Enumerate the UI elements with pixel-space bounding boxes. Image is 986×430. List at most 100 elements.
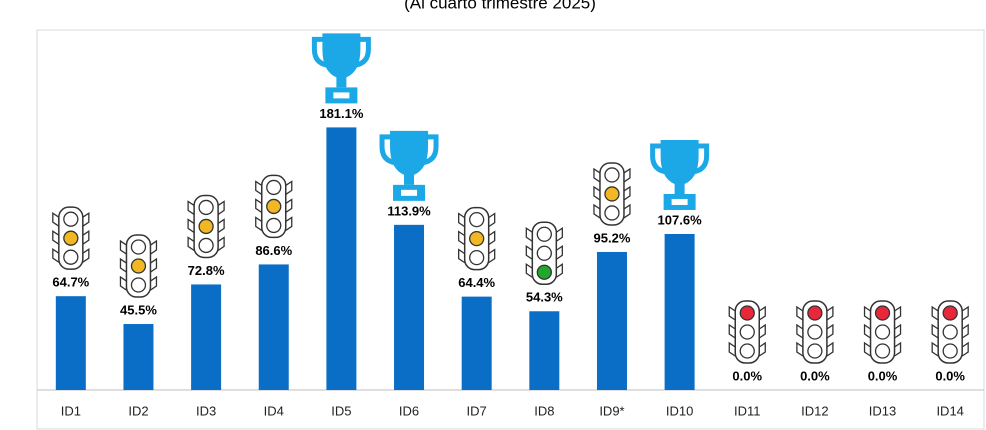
traffic-light-icon — [593, 162, 631, 226]
x-tick-label: ID12 — [801, 403, 828, 418]
light-off — [63, 249, 79, 265]
light-visor — [458, 248, 496, 264]
light-off — [130, 239, 147, 255]
light-visor — [728, 341, 766, 357]
light-off — [198, 237, 214, 254]
value-label: 45.5% — [120, 302, 157, 317]
bar — [394, 224, 425, 390]
value-label: 54.3% — [526, 290, 563, 305]
light-visor — [255, 198, 293, 213]
x-tick-label: ID3 — [196, 403, 216, 418]
light-on — [739, 305, 755, 321]
light-on — [942, 305, 958, 321]
light-visor — [863, 323, 902, 339]
light-visor — [52, 229, 90, 245]
x-tick-label: ID13 — [869, 403, 896, 418]
value-label: 95.2% — [594, 230, 631, 245]
light-visor — [728, 323, 766, 339]
light-off — [469, 249, 485, 266]
light-visor — [119, 275, 158, 291]
light-off — [266, 179, 282, 196]
value-label: 181.1% — [319, 106, 364, 121]
value-label: 107.6% — [658, 212, 703, 227]
x-tick-label: ID14 — [936, 403, 963, 418]
bar — [461, 296, 492, 390]
light-off — [807, 324, 823, 340]
light-off — [942, 324, 958, 340]
light-visor — [931, 323, 969, 339]
x-tick-label: ID9* — [599, 403, 624, 418]
value-label: 0.0% — [800, 368, 830, 383]
light-off — [266, 217, 282, 234]
trophy-plate — [671, 198, 688, 205]
light-visor — [187, 236, 225, 251]
traffic-light-icon — [187, 194, 225, 259]
light-visor — [796, 305, 834, 321]
light-on — [874, 305, 891, 321]
bar — [123, 324, 154, 390]
light-visor — [187, 200, 225, 215]
bar — [326, 127, 357, 390]
light-off — [536, 226, 552, 242]
bar — [55, 296, 86, 390]
light-visor — [931, 305, 969, 321]
value-label: 0.0% — [868, 368, 898, 383]
light-visor — [458, 230, 496, 246]
light-visor — [593, 203, 631, 219]
value-label: 86.6% — [255, 243, 292, 258]
value-label: 0.0% — [935, 368, 965, 383]
x-tick-label: ID4 — [264, 403, 284, 418]
light-visor — [119, 257, 158, 273]
traffic-light-icon — [458, 206, 496, 271]
x-tick-label: ID5 — [331, 403, 351, 418]
trophy-plate — [401, 189, 418, 196]
light-off — [536, 245, 552, 261]
traffic-light-icon — [525, 221, 563, 286]
bar — [191, 284, 222, 390]
x-tick-label: ID7 — [467, 403, 487, 418]
x-tick-label: ID2 — [128, 403, 148, 418]
light-visor — [931, 341, 969, 357]
light-off — [739, 324, 755, 340]
light-off — [942, 343, 958, 359]
value-label: 64.4% — [458, 275, 495, 290]
light-visor — [525, 263, 563, 278]
traffic-light-icon — [52, 206, 90, 270]
trophy-cup — [322, 33, 361, 88]
light-on — [469, 230, 485, 247]
light-visor — [863, 341, 902, 357]
light-visor — [728, 305, 766, 321]
bar — [664, 233, 695, 390]
traffic-light-icon — [931, 300, 969, 364]
light-visor — [458, 212, 496, 228]
light-visor — [593, 167, 631, 183]
chart-subtitle: (Al cuarto trimestre 2025) — [404, 0, 596, 12]
value-label: 113.9% — [387, 203, 431, 218]
traffic-light-icon — [728, 300, 766, 364]
light-off — [807, 343, 823, 359]
trophy-icon — [650, 139, 710, 210]
light-visor — [255, 216, 293, 231]
plot-frame — [36, 29, 985, 430]
light-visor — [52, 247, 90, 263]
light-off — [63, 211, 79, 227]
light-visor — [593, 185, 631, 201]
light-off — [604, 205, 620, 221]
traffic-light-icon — [863, 300, 902, 364]
x-tick-label: ID6 — [399, 403, 419, 418]
value-label: 64.7% — [52, 275, 89, 290]
light-off — [874, 324, 891, 340]
light-on — [63, 230, 79, 246]
bar — [258, 264, 289, 390]
bar — [529, 311, 560, 390]
light-off — [198, 199, 214, 216]
light-visor — [525, 245, 563, 260]
light-visor — [796, 323, 834, 339]
light-on — [604, 186, 620, 202]
light-off — [604, 167, 620, 183]
traffic-light-icon — [119, 234, 158, 298]
trophy-cup — [390, 130, 429, 185]
trophy-icon — [379, 130, 439, 201]
